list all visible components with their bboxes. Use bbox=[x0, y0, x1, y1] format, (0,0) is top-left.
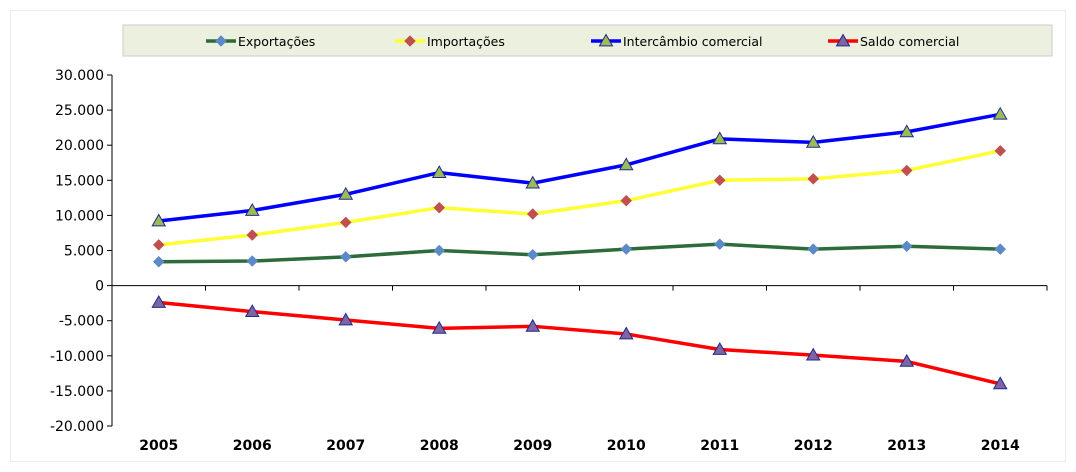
chart-frame: Exportações Importações Intercâmbio comerc… bbox=[10, 10, 1066, 462]
series-line bbox=[158, 112, 1001, 223]
data-point-marker bbox=[246, 229, 259, 241]
data-point-marker bbox=[339, 216, 352, 229]
data-point-marker bbox=[618, 157, 634, 171]
y-tick-label: -20.000 bbox=[50, 419, 104, 435]
legend-label: Importações bbox=[427, 34, 505, 49]
data-point-marker bbox=[526, 208, 539, 220]
y-tick-label: 15.000 bbox=[55, 173, 104, 189]
data-point-marker bbox=[994, 243, 1007, 255]
y-tick-label: 0 bbox=[95, 279, 104, 295]
data-point-marker bbox=[152, 255, 165, 268]
data-point-marker bbox=[433, 201, 446, 214]
data-point-marker bbox=[992, 376, 1008, 390]
y-tick-label: 10.000 bbox=[55, 208, 104, 224]
y-tick-label: -5.000 bbox=[59, 314, 104, 330]
data-point-marker bbox=[712, 341, 728, 355]
data-point-marker bbox=[152, 239, 165, 251]
legend-entry: Intercâmbio comercial bbox=[591, 33, 763, 49]
series-3 bbox=[151, 106, 1008, 227]
y-tick-label: 25.000 bbox=[55, 103, 104, 119]
data-point-marker bbox=[900, 164, 913, 177]
data-point-marker bbox=[712, 131, 728, 145]
data-point-marker bbox=[805, 134, 821, 148]
data-point-marker bbox=[246, 255, 259, 267]
data-point-marker bbox=[713, 174, 726, 187]
legend-entry: Saldo comercial bbox=[828, 33, 959, 49]
series-4 bbox=[151, 294, 1008, 390]
data-point-marker bbox=[431, 165, 447, 178]
line-chart: Exportações Importações Intercâmbio comerc… bbox=[50, 24, 1053, 454]
data-point-marker bbox=[807, 243, 820, 255]
x-tick-label: 2012 bbox=[794, 438, 833, 454]
y-tick-label: -15.000 bbox=[50, 384, 104, 400]
legend-entry: Exportações bbox=[206, 34, 315, 49]
series-line bbox=[158, 242, 1001, 264]
data-point-marker bbox=[338, 186, 354, 200]
data-point-marker bbox=[900, 240, 913, 253]
x-tick-label: 2013 bbox=[887, 438, 926, 454]
data-point-marker bbox=[807, 173, 820, 185]
data-point-marker bbox=[151, 213, 167, 227]
x-tick-label: 2005 bbox=[139, 438, 178, 454]
x-tick-label: 2006 bbox=[233, 438, 272, 454]
data-point-marker bbox=[431, 320, 447, 334]
data-point-marker bbox=[244, 304, 260, 317]
x-tick-label: 2011 bbox=[700, 438, 739, 454]
y-tick-label: 5.000 bbox=[64, 244, 104, 260]
data-point-marker bbox=[525, 175, 541, 189]
data-point-marker bbox=[994, 144, 1007, 157]
series-line bbox=[158, 149, 1001, 247]
legend-entry: Importações bbox=[395, 34, 505, 49]
data-point-marker bbox=[992, 106, 1008, 120]
legend-label: Saldo comercial bbox=[860, 34, 959, 49]
data-point-marker bbox=[215, 35, 227, 47]
series-1 bbox=[152, 238, 1007, 268]
y-tick-label: 20.000 bbox=[55, 138, 104, 154]
data-point-marker bbox=[805, 347, 821, 361]
legend-label: Exportações bbox=[238, 34, 315, 49]
x-tick-label: 2007 bbox=[326, 438, 365, 454]
data-point-marker bbox=[620, 194, 633, 207]
series-line bbox=[158, 300, 1001, 386]
data-point-marker bbox=[151, 294, 167, 308]
data-point-marker bbox=[244, 202, 260, 216]
x-tick-label: 2014 bbox=[981, 438, 1020, 454]
x-tick-label: 2010 bbox=[607, 438, 646, 454]
x-tick-label: 2009 bbox=[513, 438, 552, 454]
data-point-marker bbox=[618, 326, 634, 340]
data-point-marker bbox=[433, 244, 446, 257]
data-point-marker bbox=[598, 33, 614, 47]
legend-box bbox=[122, 24, 1053, 57]
data-point-marker bbox=[525, 318, 541, 332]
data-point-marker bbox=[338, 312, 354, 326]
y-tick-label: 30.000 bbox=[55, 68, 104, 84]
data-point-marker bbox=[620, 243, 633, 255]
data-point-marker bbox=[899, 124, 915, 138]
data-point-marker bbox=[404, 35, 416, 47]
data-point-marker bbox=[526, 248, 539, 261]
series-2 bbox=[152, 144, 1007, 251]
data-point-marker bbox=[339, 250, 352, 263]
data-point-marker bbox=[713, 238, 726, 251]
data-point-marker bbox=[899, 353, 915, 367]
legend-label: Intercâmbio comercial bbox=[623, 34, 763, 49]
x-tick-label: 2008 bbox=[420, 438, 459, 454]
y-tick-label: -10.000 bbox=[50, 349, 104, 365]
data-point-marker bbox=[835, 33, 851, 47]
